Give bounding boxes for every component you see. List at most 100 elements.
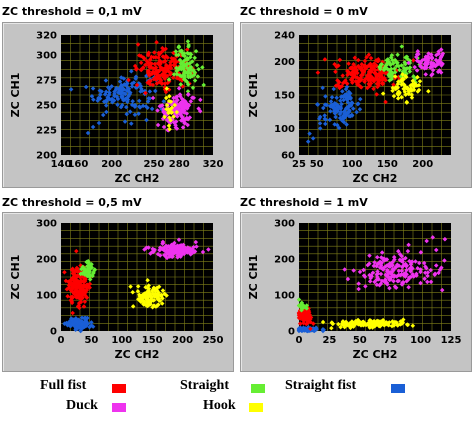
- legend-label-straight: Straight: [180, 378, 229, 393]
- data-point: [345, 100, 351, 105]
- data-point: [174, 68, 179, 74]
- data-point: [378, 271, 384, 277]
- x-tick-label: 50: [310, 159, 324, 170]
- data-point: [158, 64, 163, 70]
- legend-label-straight-fist: Straight fist: [285, 378, 357, 393]
- data-point: [142, 247, 147, 252]
- series-straight-fist: [68, 69, 167, 136]
- data-point: [150, 304, 155, 310]
- y-tick-label: 320: [36, 31, 57, 42]
- data-point: [380, 91, 386, 96]
- data-point: [393, 74, 398, 79]
- data-point: [160, 81, 165, 86]
- y-tick-label: 200: [36, 151, 57, 162]
- data-point: [161, 74, 167, 80]
- data-point: [169, 110, 175, 115]
- data-point: [184, 111, 190, 116]
- data-point: [62, 269, 67, 275]
- data-point: [104, 97, 110, 103]
- data-point: [396, 79, 401, 85]
- data-point: [176, 86, 182, 91]
- data-point: [78, 326, 83, 331]
- data-point: [136, 98, 142, 104]
- series-duck: [406, 47, 446, 78]
- data-point: [418, 280, 423, 286]
- data-point: [138, 60, 144, 65]
- data-point: [360, 70, 366, 76]
- data-point: [194, 62, 200, 68]
- data-point: [344, 122, 349, 127]
- data-point: [394, 63, 399, 69]
- data-point: [434, 52, 439, 58]
- data-point: [115, 96, 121, 102]
- data-point: [160, 288, 166, 293]
- data-point: [145, 292, 151, 298]
- data-point: [177, 249, 183, 254]
- data-point: [103, 103, 109, 108]
- data-point: [72, 277, 78, 283]
- data-point: [322, 57, 328, 62]
- data-point: [70, 310, 75, 316]
- series-hook: [320, 317, 416, 331]
- data-point: [401, 81, 406, 87]
- x-tick-label: 100: [111, 335, 132, 346]
- data-point: [405, 91, 411, 96]
- panel-4-title: ZC threshold = 1 mV: [240, 196, 368, 209]
- data-point: [125, 99, 130, 105]
- y-tick-label: 300: [274, 219, 295, 230]
- data-point: [397, 67, 402, 73]
- data-point: [130, 304, 136, 309]
- chart-panel-2: 25 50 100 150 200 60 100 150 200 240 ZC CH2 ZC CH1: [240, 22, 472, 188]
- data-point: [430, 71, 435, 77]
- data-point: [345, 105, 350, 111]
- data-point: [346, 61, 351, 66]
- data-point: [395, 96, 401, 101]
- data-point: [143, 90, 148, 96]
- chart-panel-3: 0 50 100 150 200 250 0 100 200 300 ZC CH2 ZC CH1: [2, 212, 234, 372]
- chart-panel-1: 140 160 200 250 280 320 200 225 250 275 300 320 ZC C…: [2, 22, 234, 188]
- data-point: [140, 88, 145, 93]
- data-point: [374, 81, 380, 87]
- data-point: [391, 82, 396, 87]
- chart-panel-4-svg: 0 25 50 75 100 125 0 100 200 300 ZC CH2 ZC CH1: [247, 219, 461, 362]
- y-tick-label: 100: [274, 124, 295, 135]
- data-point: [99, 89, 104, 94]
- data-point: [177, 102, 183, 108]
- data-point: [174, 52, 179, 58]
- data-point: [141, 65, 146, 71]
- data-point: [148, 78, 153, 84]
- data-point: [131, 80, 137, 85]
- y-axis-label: ZC CH1: [9, 255, 22, 300]
- data-point: [391, 254, 397, 260]
- data-point: [158, 293, 163, 298]
- data-point: [71, 285, 76, 291]
- data-point: [119, 83, 125, 88]
- data-point: [145, 60, 151, 66]
- series-hook: [128, 277, 169, 310]
- data-point: [62, 321, 67, 326]
- data-point: [86, 260, 92, 266]
- data-point: [196, 106, 201, 111]
- data-point: [112, 93, 117, 99]
- data-point: [146, 245, 151, 250]
- data-point: [135, 288, 141, 294]
- data-point: [149, 64, 154, 70]
- data-point: [366, 52, 372, 58]
- y-tick-label: 225: [36, 126, 57, 137]
- data-point: [152, 61, 158, 67]
- data-point: [440, 51, 446, 56]
- data-point: [304, 328, 310, 334]
- data-point: [313, 327, 318, 332]
- x-tick-label: 150: [142, 335, 163, 346]
- data-point: [73, 293, 79, 299]
- data-point: [136, 111, 141, 116]
- data-point: [185, 122, 190, 128]
- data-point: [379, 250, 385, 255]
- series-straight: [296, 297, 310, 313]
- x-axis-label: ZC CH2: [353, 172, 398, 185]
- data-point: [100, 112, 106, 118]
- data-point: [361, 273, 367, 278]
- data-point: [154, 81, 160, 86]
- data-point: [69, 267, 75, 273]
- data-point: [81, 304, 87, 309]
